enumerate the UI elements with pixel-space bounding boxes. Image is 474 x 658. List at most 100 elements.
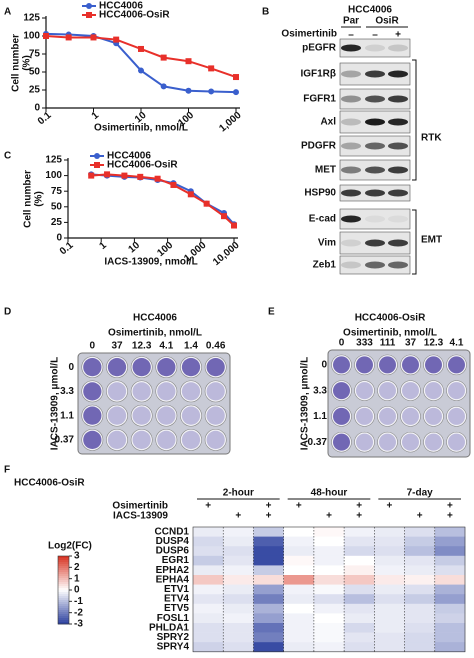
- blot-band: [388, 166, 408, 174]
- heatmap-cell: [434, 527, 466, 537]
- heatmap-cell: [193, 603, 224, 614]
- heatmap-cell: [313, 623, 345, 633]
- marker: [104, 171, 111, 178]
- plate-title: HCC4006-OsiR: [355, 313, 426, 324]
- heatmap-cell: [434, 594, 466, 605]
- heatmap-cell: [193, 642, 224, 653]
- blot-band: [365, 118, 385, 126]
- heatmap-cell: [223, 546, 254, 557]
- well: [377, 380, 398, 401]
- marker: [233, 89, 239, 96]
- well: [204, 380, 227, 403]
- blot-band: [341, 189, 361, 197]
- blot-band: [388, 44, 408, 52]
- y-axis-title: (%): [34, 191, 45, 207]
- well: [400, 406, 421, 427]
- well-stain: [379, 356, 396, 374]
- heatmap-cell: [404, 565, 436, 576]
- well: [180, 404, 202, 427]
- protein-label: Axl: [320, 117, 336, 128]
- heatmap-cell: [434, 613, 466, 624]
- group-label: 2-hour: [223, 488, 254, 499]
- protein-label: FGFR1: [303, 94, 336, 105]
- heatmap-cell: [344, 623, 375, 633]
- heatmap-cell: [223, 555, 254, 566]
- plate-ylabel: IACS-13909, μmol/L: [50, 357, 61, 450]
- series-line: [91, 173, 235, 225]
- plate-row-label: 1.1: [313, 411, 327, 422]
- well-stain: [356, 407, 373, 425]
- colorbar-step: [58, 560, 69, 563]
- heatmap-cell: [193, 536, 224, 547]
- treatment-mark: –: [348, 30, 354, 41]
- legend-marker: [94, 153, 100, 159]
- heatmap-cell: [283, 632, 315, 643]
- blot-band: [388, 215, 408, 223]
- legend-label: HCC4006-OsiR: [99, 10, 170, 21]
- panel-label: A: [4, 7, 11, 18]
- well-stain: [206, 430, 225, 449]
- colorbar-tick-label: -3: [74, 619, 83, 630]
- marker: [203, 200, 210, 207]
- blot-group: Par: [343, 16, 359, 27]
- well-stain: [333, 382, 350, 400]
- marker: [113, 36, 120, 43]
- marker: [160, 83, 167, 90]
- heatmap-cell: [374, 555, 405, 566]
- bracket-label: RTK: [421, 133, 442, 144]
- marker: [160, 54, 167, 61]
- colorbar-step: [58, 568, 69, 571]
- heatmap-cell: [253, 613, 284, 624]
- heatmap-cell: [283, 565, 315, 576]
- well-stain: [402, 356, 419, 374]
- heatmap-cell: [193, 575, 224, 585]
- treatment-mark: +: [205, 501, 211, 512]
- well: [423, 406, 444, 427]
- blot-band: [388, 239, 408, 247]
- heatmap-cell: [283, 594, 315, 605]
- well-stain: [425, 433, 442, 451]
- heatmap-cell: [313, 575, 345, 585]
- x-axis-title: Osimertinib, nmol/L: [94, 123, 188, 134]
- plate-col-label: 4.1: [159, 341, 173, 352]
- heatmap-cell: [223, 623, 254, 633]
- plate-row-label: 1.1: [60, 410, 74, 421]
- treatment-mark: +: [326, 511, 332, 522]
- y-tick-label: 125: [45, 155, 62, 166]
- protein-label: PDGFR: [301, 141, 337, 152]
- panel-label: E: [268, 307, 275, 318]
- bracket: [412, 209, 417, 275]
- x-tick-label: 1: [97, 240, 109, 252]
- blot-strip: [339, 208, 411, 230]
- well-stain: [425, 407, 442, 425]
- well-stain: [333, 433, 350, 451]
- heatmap-cell: [374, 584, 405, 595]
- colorbar-step: [58, 606, 69, 609]
- row-label: EPHA2: [156, 565, 190, 576]
- series-line: [91, 173, 235, 227]
- well-stain: [206, 358, 225, 377]
- heatmap-cell: [283, 536, 315, 547]
- blot-band: [388, 261, 408, 269]
- y-tick-label: 100: [23, 31, 40, 42]
- treatment-mark: +: [266, 511, 272, 522]
- heatmap-cell: [313, 632, 345, 643]
- heatmap-cell: [374, 565, 405, 576]
- blot-band: [388, 189, 408, 197]
- colorbar-step: [58, 602, 69, 605]
- heatmap-cell: [283, 603, 315, 614]
- well-stain: [425, 382, 442, 400]
- heatmap-cell: [313, 642, 345, 653]
- well-stain: [333, 407, 350, 425]
- colorbar-step: [58, 620, 69, 623]
- legend-marker: [94, 162, 100, 168]
- well: [400, 380, 421, 401]
- marker: [43, 33, 49, 39]
- well: [446, 431, 467, 453]
- plate-col-label: 333: [356, 338, 373, 349]
- colorbar-tick-label: -2: [74, 607, 83, 618]
- row-label: EGR1: [162, 555, 190, 566]
- heatmap-cell: [404, 613, 436, 624]
- plate-col-label: 0: [339, 338, 345, 349]
- well-stain: [379, 382, 396, 400]
